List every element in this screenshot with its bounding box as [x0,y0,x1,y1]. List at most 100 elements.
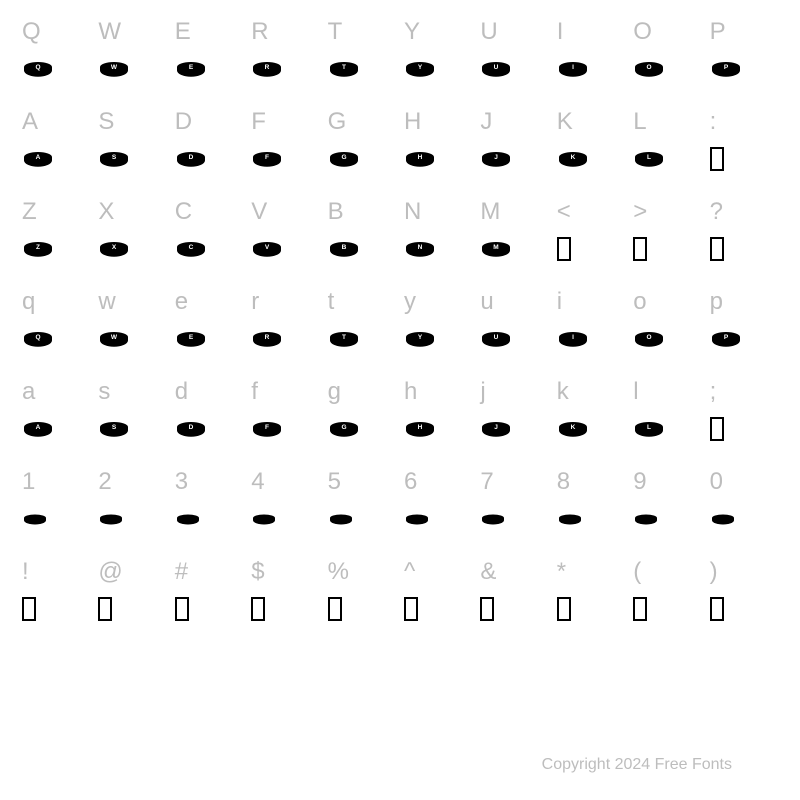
char-label: h [404,370,417,414]
charmap-cell: 4 [247,460,323,550]
glyph-preview: L [633,144,665,174]
char-label: 6 [404,460,417,504]
notdef-glyph [633,597,647,621]
svg-text:K: K [570,424,575,431]
glyph-preview [175,594,189,624]
svg-text:I: I [572,64,574,71]
charmap-cell: 9 [629,460,705,550]
glyph-preview: D [175,144,207,174]
notdef-glyph [480,597,494,621]
char-label: y [404,280,416,324]
glyph-preview [710,594,724,624]
charmap-cell: V V [247,190,323,280]
charmap-cell: Q Q [18,10,94,100]
glyph-preview: T [328,324,360,354]
charmap-cell: % [324,550,400,640]
char-label: 8 [557,460,570,504]
glyph-preview: E [175,54,207,84]
charmap-cell: ( [629,550,705,640]
svg-text:W: W [111,334,118,341]
charmap-cell: p P [706,280,782,370]
charmap-cell: 5 [324,460,400,550]
svg-text:Q: Q [35,334,40,341]
charmap-cell: > [629,190,705,280]
glyph-preview [710,414,724,444]
glyph-preview [328,594,342,624]
char-label: t [328,280,335,324]
charmap-cell: Z Z [18,190,94,280]
char-label: * [557,550,566,594]
char-label: N [404,190,421,234]
charmap-cell: 8 [553,460,629,550]
glyph-preview: P [710,54,742,84]
charmap-cell: w W [94,280,170,370]
copyright-footer: Copyright 2024 Free Fonts [542,756,732,774]
charmap-cell: $ [247,550,323,640]
charmap-cell: s S [94,370,170,460]
charmap-cell: ? [706,190,782,280]
svg-text:J: J [495,154,499,161]
charmap-cell: C C [171,190,247,280]
charmap-cell: i I [553,280,629,370]
svg-text:E: E [189,64,194,71]
char-label: o [633,280,646,324]
glyph-preview [633,504,659,534]
glyph-preview [22,504,48,534]
charmap-cell: R R [247,10,323,100]
svg-text:V: V [265,244,270,251]
glyph-preview [404,504,430,534]
char-label: < [557,190,571,234]
charmap-cell: ; [706,370,782,460]
notdef-glyph [22,597,36,621]
charmap-cell: ! [18,550,94,640]
svg-text:O: O [647,334,652,341]
char-label: K [557,100,573,144]
charmap-cell: # [171,550,247,640]
glyph-preview: H [404,144,436,174]
glyph-preview: Q [22,324,54,354]
notdef-glyph [710,237,724,261]
char-label: E [175,10,191,54]
glyph-preview [22,594,36,624]
char-label: # [175,550,188,594]
char-label: S [98,100,114,144]
char-label: R [251,10,268,54]
char-label: i [557,280,562,324]
char-label: 3 [175,460,188,504]
svg-text:L: L [647,154,651,161]
glyph-preview: F [251,144,283,174]
svg-text:U: U [494,64,499,71]
charmap-cell: @ [94,550,170,640]
charmap-cell: L L [629,100,705,190]
char-label: X [98,190,114,234]
notdef-glyph [633,237,647,261]
char-label: P [710,10,726,54]
glyph-preview: P [710,324,742,354]
svg-text:P: P [723,64,728,71]
charmap-cell: * [553,550,629,640]
glyph-preview: X [98,234,130,264]
svg-text:P: P [723,334,728,341]
glyph-preview [557,234,571,264]
svg-text:B: B [341,244,346,251]
character-map-grid: Q Q W W E E R R T T Y Y U U I I [18,10,782,640]
charmap-cell: g G [324,370,400,460]
svg-text:U: U [494,334,499,341]
char-label: V [251,190,267,234]
charmap-cell: G G [324,100,400,190]
glyph-preview: W [98,54,130,84]
charmap-cell: 1 [18,460,94,550]
glyph-preview: A [22,414,54,444]
glyph-preview: G [328,144,360,174]
char-label: Q [22,10,41,54]
char-label: 2 [98,460,111,504]
svg-text:L: L [647,424,651,431]
charmap-cell: A A [18,100,94,190]
charmap-cell: r R [247,280,323,370]
glyph-preview [480,504,506,534]
glyph-preview: C [175,234,207,264]
svg-text:N: N [418,244,423,251]
glyph-preview [557,504,583,534]
svg-text:I: I [572,334,574,341]
svg-text:Q: Q [35,64,40,71]
